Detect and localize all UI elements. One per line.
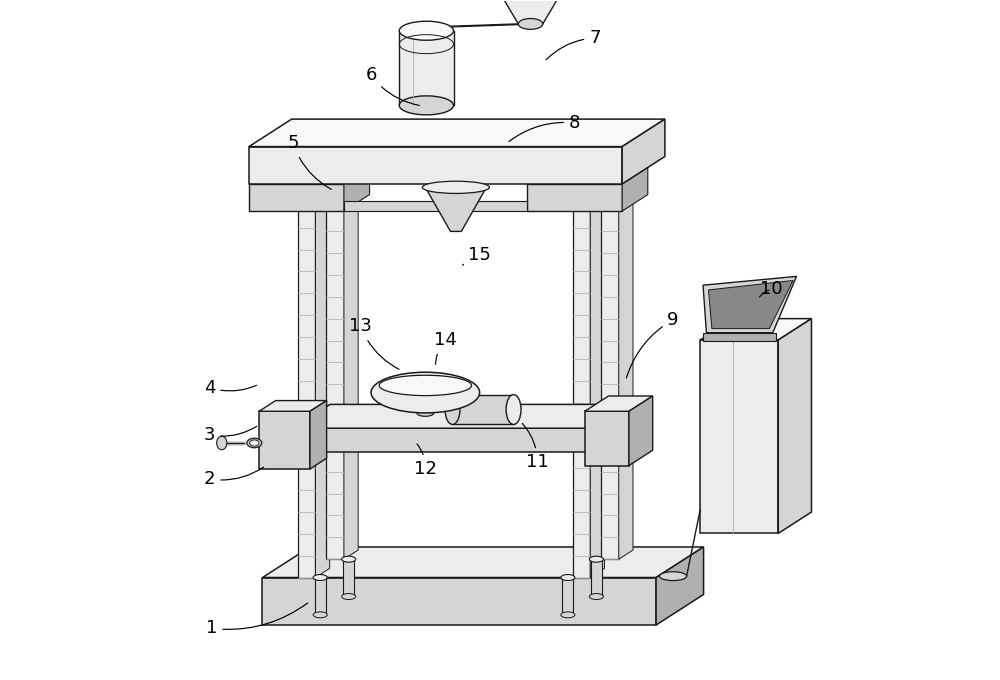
Polygon shape: [452, 394, 514, 424]
Ellipse shape: [399, 96, 454, 115]
Polygon shape: [629, 396, 653, 466]
Polygon shape: [249, 119, 665, 147]
Polygon shape: [425, 187, 486, 231]
Polygon shape: [315, 577, 326, 615]
Ellipse shape: [589, 594, 603, 600]
Polygon shape: [590, 175, 605, 577]
Polygon shape: [344, 201, 527, 211]
Polygon shape: [399, 31, 454, 105]
Ellipse shape: [506, 394, 521, 424]
Polygon shape: [700, 340, 778, 533]
Ellipse shape: [313, 612, 327, 618]
Ellipse shape: [561, 575, 575, 581]
Polygon shape: [262, 577, 656, 625]
Ellipse shape: [589, 556, 603, 562]
Text: 13: 13: [349, 318, 399, 369]
Polygon shape: [315, 175, 330, 577]
Ellipse shape: [247, 438, 262, 447]
Text: 8: 8: [509, 114, 580, 141]
Polygon shape: [622, 119, 665, 184]
Ellipse shape: [371, 372, 480, 413]
Polygon shape: [419, 392, 432, 413]
Polygon shape: [344, 167, 370, 211]
Text: 6: 6: [365, 67, 419, 105]
Polygon shape: [466, 0, 595, 24]
Polygon shape: [249, 184, 344, 211]
Text: 11: 11: [522, 424, 549, 471]
Polygon shape: [601, 166, 619, 559]
Ellipse shape: [399, 21, 454, 40]
Polygon shape: [344, 156, 358, 559]
Polygon shape: [778, 319, 811, 533]
Ellipse shape: [659, 572, 687, 581]
Ellipse shape: [561, 612, 575, 618]
Polygon shape: [249, 147, 622, 184]
Text: 5: 5: [287, 134, 331, 190]
Polygon shape: [343, 559, 354, 596]
Ellipse shape: [250, 440, 259, 446]
Text: 2: 2: [204, 467, 264, 488]
Polygon shape: [573, 184, 590, 577]
Polygon shape: [293, 428, 602, 452]
Ellipse shape: [342, 556, 356, 562]
Text: 4: 4: [204, 379, 257, 396]
Polygon shape: [619, 156, 633, 559]
Polygon shape: [602, 405, 639, 452]
Polygon shape: [259, 411, 310, 469]
Ellipse shape: [379, 375, 471, 396]
Polygon shape: [703, 333, 776, 341]
Text: 7: 7: [546, 29, 601, 60]
Polygon shape: [622, 167, 648, 211]
Polygon shape: [527, 184, 622, 211]
Polygon shape: [262, 547, 704, 577]
Polygon shape: [259, 401, 327, 411]
Text: 12: 12: [414, 444, 437, 478]
Ellipse shape: [518, 18, 543, 29]
Polygon shape: [418, 24, 539, 27]
Text: 15: 15: [463, 246, 491, 265]
Polygon shape: [562, 577, 573, 615]
Polygon shape: [703, 276, 797, 333]
Polygon shape: [656, 547, 704, 625]
Ellipse shape: [422, 181, 489, 193]
Polygon shape: [700, 319, 811, 340]
Ellipse shape: [313, 575, 327, 581]
Text: 10: 10: [759, 280, 783, 298]
Polygon shape: [585, 411, 629, 466]
Polygon shape: [293, 405, 639, 428]
Polygon shape: [585, 396, 653, 411]
Text: 1: 1: [206, 603, 308, 637]
Polygon shape: [326, 166, 344, 559]
Ellipse shape: [342, 594, 356, 600]
Ellipse shape: [445, 394, 460, 424]
Polygon shape: [298, 184, 315, 577]
Text: 14: 14: [434, 331, 457, 364]
Polygon shape: [310, 401, 327, 469]
Ellipse shape: [217, 436, 227, 449]
Polygon shape: [708, 280, 793, 328]
Text: 9: 9: [626, 311, 679, 378]
Ellipse shape: [417, 409, 434, 416]
Text: 3: 3: [204, 426, 257, 444]
Polygon shape: [591, 559, 602, 596]
